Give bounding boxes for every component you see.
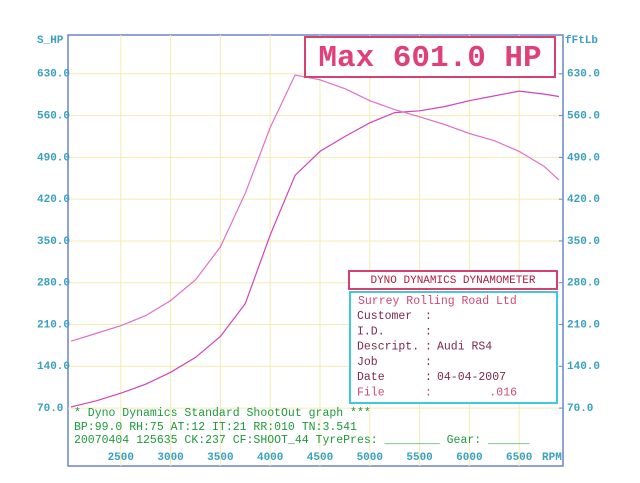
footer-line: 20070404 125635 CK:237 CF:SHOOT_44 TyreP… [74,434,530,447]
y-tick-label: 210.0 [37,319,70,331]
x-tick-label: 3500 [207,452,233,464]
y-tick-label: 490.0 [37,152,70,164]
info-sep: : [425,325,432,338]
y-tick-label: 280.0 [37,278,70,290]
info-sep: : [425,387,432,400]
y-tick-label: 420.0 [37,194,70,206]
x-tick-label: 4000 [257,452,283,464]
x-tick-label: 5000 [357,452,383,464]
info-sep: : [425,371,432,384]
y-tick-label: 140.0 [37,361,70,373]
footer-line: BP:99.0 RH:75 AT:12 IT:21 RR:010 TN:3.54… [74,421,357,434]
y2-tick-label: 70.0 [567,403,593,415]
info-value: Audi RS4 [437,341,492,354]
info-value: .016 [489,387,517,400]
x-axis-label: RPM [542,452,562,464]
y-axis-label: S_HP [37,35,64,47]
info-box [349,291,558,404]
info-heading: Surrey Rolling Road Ltd [358,295,517,308]
series-line [70,74,560,342]
x-tick-label: 3000 [157,452,183,464]
info-label: File [357,387,385,400]
y2-tick-label: 490.0 [567,152,600,164]
y2-tick-label: 420.0 [567,194,600,206]
info-sep: : [425,341,432,354]
y-tick-label: 70.0 [37,403,63,415]
x-tick-label: 6500 [506,452,532,464]
info-title-box [348,270,558,290]
y2-tick-label: 350.0 [567,236,600,248]
info-label: Descript. [357,341,419,354]
series-line [70,90,560,408]
x-tick-label: 6000 [456,452,482,464]
info-sep: : [425,310,432,323]
x-tick-label: 5500 [406,452,432,464]
title-box [304,36,556,78]
y-tick-label: 630.0 [37,69,70,81]
y2-tick-label: 560.0 [567,110,600,122]
y-tick-label: 560.0 [37,110,70,122]
footer-line: * Dyno Dynamics Standard ShootOut graph … [74,407,371,420]
x-tick-label: 4500 [307,452,333,464]
y2-tick-label: 280.0 [567,278,600,290]
info-label: Date [357,371,385,384]
y2-axis-label: fFtLb [565,35,598,47]
info-sep: : [425,356,432,369]
lines [70,74,560,408]
info-title: DYNO DYNAMICS DYNAMOMETER [370,275,535,287]
info-label: I.D. [357,325,385,338]
chart-title: Max 601.0 HP [318,41,541,76]
y2-tick-label: 630.0 [567,69,600,81]
y2-tick-label: 210.0 [567,319,600,331]
x-tick-label: 2500 [108,452,134,464]
info-rows: Customer: I.D.: Descript.: Audi RS4 Job: Date… [357,310,517,400]
y2-tick-label: 140.0 [567,361,600,373]
y-tick-label: 350.0 [37,236,70,248]
info-label: Customer [357,310,412,323]
info-label: Job [357,356,378,369]
info-value: 04-04-2007 [437,371,506,384]
